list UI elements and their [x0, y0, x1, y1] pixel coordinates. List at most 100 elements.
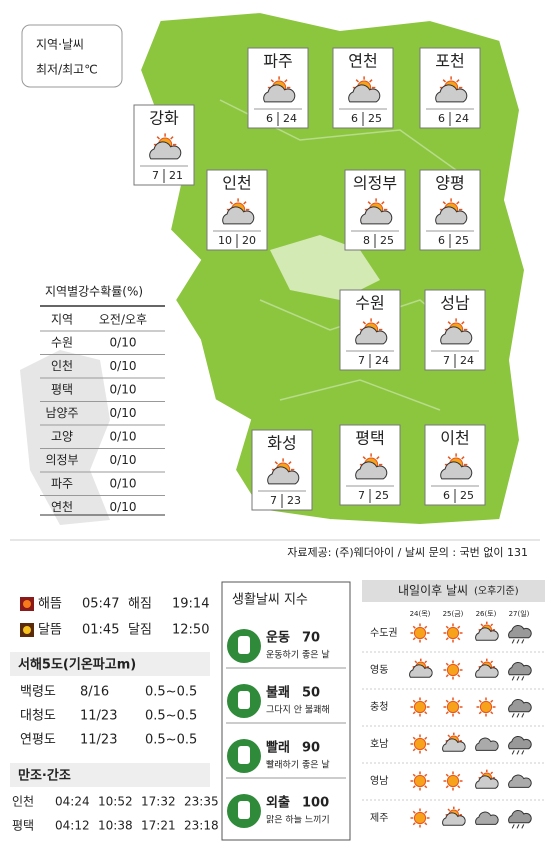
time: 01:45: [82, 623, 119, 638]
sun-ray: [412, 711, 416, 715]
rain: [521, 750, 525, 755]
sea-place: 연평도: [20, 733, 56, 748]
sun-ray: [445, 637, 449, 641]
sun-ray: [355, 79, 360, 83]
cloud: [475, 737, 499, 751]
tide-time: 04:24: [55, 795, 90, 809]
sun-ray: [424, 785, 428, 789]
sun-ray: [412, 699, 416, 703]
title-box: [10, 652, 210, 676]
life-desc: 맑은 하늘 느끼기: [266, 814, 330, 826]
sun-ray: [412, 810, 416, 814]
city-name: 이천: [440, 429, 469, 448]
sun-ray: [447, 456, 452, 460]
title-box: [362, 580, 545, 602]
sun-ray: [447, 321, 452, 325]
sun-ray: [445, 674, 449, 678]
sun-ray: [478, 711, 482, 715]
rain-region: 평택: [51, 383, 73, 397]
life-desc: 운동하기 좋은 날: [266, 650, 330, 661]
life-value: 100: [302, 796, 329, 811]
rain-prob: 0/10: [110, 359, 137, 373]
city-high: 24: [460, 354, 474, 367]
tide-time: 17:21: [141, 819, 176, 833]
sea-title: 서해5도(기온파고m): [18, 657, 136, 673]
rain-header: 지역: [51, 313, 73, 327]
city-high: 20: [242, 234, 256, 247]
sea-wave: 0.5~0.5: [145, 709, 197, 724]
cloud: [508, 699, 532, 713]
sun-ray: [284, 79, 288, 83]
city-low: 6: [443, 489, 450, 502]
time: 05:47: [82, 597, 119, 612]
tide-time: 17:32: [141, 795, 176, 809]
cloud: [267, 466, 300, 485]
city-high: 25: [460, 489, 474, 502]
sun-ray: [490, 711, 494, 715]
sun-ray: [442, 79, 447, 83]
sun-ray: [412, 822, 416, 826]
title-box: [10, 763, 210, 787]
city-low: 7: [358, 489, 365, 502]
sun-ray: [229, 201, 234, 205]
city-name: 평택: [355, 429, 384, 448]
sun-ray: [369, 79, 373, 83]
rain: [521, 824, 525, 829]
sun-ray: [442, 201, 447, 205]
rain: [521, 713, 525, 718]
sun-ray: [456, 79, 460, 83]
rain-prob: 0/10: [110, 383, 137, 397]
sun: [446, 774, 460, 788]
cloud: [508, 774, 532, 788]
sun-moon-label: 해짐: [128, 597, 152, 612]
city-low: 10: [218, 234, 232, 247]
sun-ray: [457, 808, 461, 812]
sun: [413, 811, 427, 825]
sun-ray: [445, 711, 449, 715]
sun-ray: [490, 699, 494, 703]
rain-region: 연천: [51, 499, 73, 514]
sun: [413, 700, 427, 714]
city-low: 7: [443, 354, 450, 367]
rain: [511, 676, 515, 681]
sun-moon-label: 달뜸: [38, 623, 62, 638]
city-high: 21: [169, 169, 183, 182]
city-low: 6: [438, 112, 445, 125]
sun-ray: [424, 822, 428, 826]
tide-title: 만조·간조: [18, 768, 71, 784]
cloud: [149, 141, 182, 160]
life-name: 불쾌: [266, 686, 290, 701]
sun-ray: [270, 79, 275, 83]
sun: [413, 626, 427, 640]
cloud: [348, 84, 381, 103]
rain-title: 지역별강수확률(%): [45, 285, 143, 299]
tide-time: 23:18: [184, 819, 219, 833]
city-low: 8: [363, 234, 370, 247]
sun-ray: [424, 660, 428, 664]
sun-ray: [424, 810, 428, 814]
rain-prob: 0/10: [110, 453, 137, 467]
city-name: 수원: [355, 294, 384, 313]
city-low: 7: [152, 169, 159, 182]
rain: [511, 639, 515, 644]
sun-moon-glyph: [23, 626, 31, 634]
rain: [516, 750, 520, 755]
rain: [521, 676, 525, 681]
city-low: 6: [351, 112, 358, 125]
cloud: [442, 812, 466, 826]
cloud: [442, 738, 466, 752]
life-glyph: [238, 636, 250, 654]
city-name: 성남: [440, 294, 470, 313]
sun-ray: [457, 785, 461, 789]
cloud: [409, 664, 433, 678]
cloud: [435, 206, 468, 225]
city-high: 25: [375, 489, 389, 502]
city-low: 7: [358, 354, 365, 367]
city-name: 강화: [149, 109, 179, 128]
cloud: [508, 625, 532, 639]
rain-prob: 0/10: [110, 406, 137, 420]
sea-temp: 11/23: [80, 709, 117, 724]
sun-ray: [412, 748, 416, 752]
city-name: 포천: [435, 52, 464, 71]
sun-ray: [457, 711, 461, 715]
